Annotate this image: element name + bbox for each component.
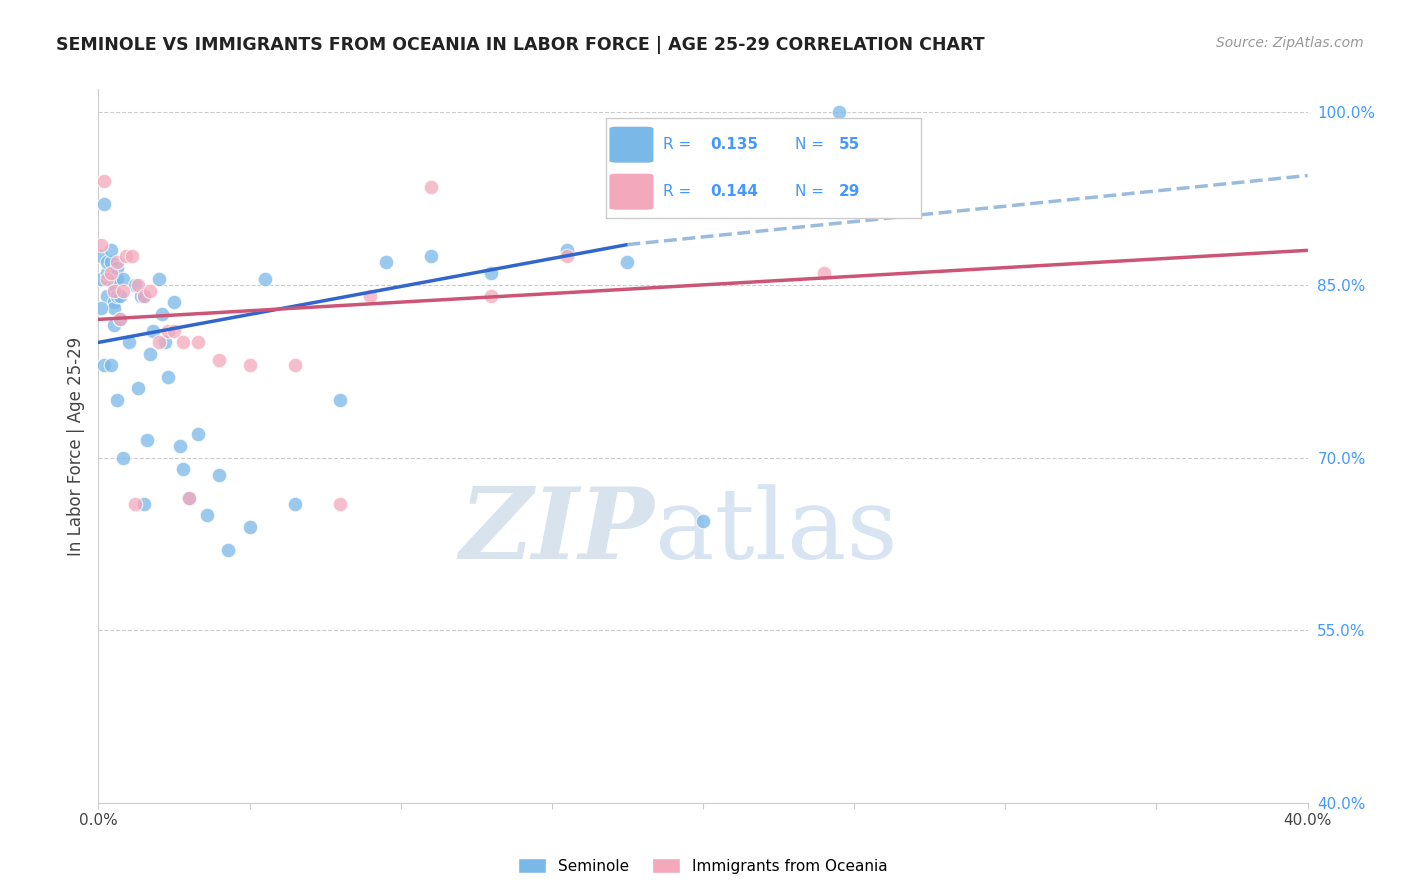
- Point: [121, 249, 143, 263]
- Point: [90, 249, 112, 263]
- Point: [100, 266, 122, 280]
- Point: [179, 491, 201, 505]
- Legend: Seminole, Immigrants from Oceania: Seminole, Immigrants from Oceania: [512, 852, 894, 880]
- Point: [179, 491, 201, 505]
- Point: [148, 335, 170, 350]
- Point: [105, 255, 128, 269]
- Point: [90, 301, 112, 315]
- Point: [692, 514, 714, 528]
- Point: [153, 335, 176, 350]
- Point: [239, 519, 262, 533]
- Point: [187, 335, 209, 350]
- Point: [156, 370, 179, 384]
- Point: [163, 324, 186, 338]
- Point: [481, 266, 503, 280]
- Point: [555, 249, 578, 263]
- Text: atlas: atlas: [655, 483, 897, 580]
- Point: [132, 289, 155, 303]
- Point: [108, 289, 131, 303]
- Point: [329, 497, 352, 511]
- Point: [172, 462, 194, 476]
- Point: [329, 392, 352, 407]
- Point: [374, 255, 396, 269]
- Point: [108, 312, 131, 326]
- Point: [129, 289, 152, 303]
- Point: [118, 335, 141, 350]
- Point: [93, 359, 115, 373]
- Point: [96, 289, 118, 303]
- Point: [103, 284, 125, 298]
- Point: [132, 289, 155, 303]
- Point: [124, 277, 146, 292]
- Point: [420, 249, 443, 263]
- Point: [169, 439, 191, 453]
- Point: [150, 307, 173, 321]
- Point: [616, 255, 638, 269]
- Point: [481, 289, 503, 303]
- Point: [105, 260, 128, 275]
- Point: [96, 272, 118, 286]
- Point: [96, 255, 118, 269]
- Point: [148, 272, 170, 286]
- Point: [172, 335, 194, 350]
- Point: [420, 180, 443, 194]
- Point: [90, 272, 112, 286]
- Point: [105, 289, 128, 303]
- Point: [108, 312, 131, 326]
- Point: [105, 272, 128, 286]
- Point: [217, 542, 239, 557]
- Point: [114, 249, 136, 263]
- Point: [142, 324, 165, 338]
- Point: [90, 237, 112, 252]
- Point: [360, 289, 382, 303]
- Point: [208, 467, 231, 482]
- Text: SEMINOLE VS IMMIGRANTS FROM OCEANIA IN LABOR FORCE | AGE 25-29 CORRELATION CHART: SEMINOLE VS IMMIGRANTS FROM OCEANIA IN L…: [56, 36, 984, 54]
- Point: [284, 359, 307, 373]
- Point: [100, 244, 122, 258]
- Point: [139, 284, 162, 298]
- Point: [124, 497, 146, 511]
- Point: [127, 277, 149, 292]
- Point: [103, 295, 125, 310]
- Point: [239, 359, 262, 373]
- Point: [555, 244, 578, 258]
- Text: ZIP: ZIP: [460, 483, 655, 580]
- Point: [139, 347, 162, 361]
- Point: [103, 318, 125, 333]
- Point: [111, 450, 134, 465]
- Point: [195, 508, 218, 522]
- Point: [828, 105, 851, 120]
- Point: [284, 497, 307, 511]
- Text: Source: ZipAtlas.com: Source: ZipAtlas.com: [1216, 36, 1364, 50]
- Point: [100, 255, 122, 269]
- Point: [96, 266, 118, 280]
- Point: [105, 392, 128, 407]
- Point: [100, 359, 122, 373]
- Point: [187, 427, 209, 442]
- Point: [103, 277, 125, 292]
- Point: [156, 324, 179, 338]
- Point: [208, 352, 231, 367]
- Point: [163, 295, 186, 310]
- Y-axis label: In Labor Force | Age 25-29: In Labor Force | Age 25-29: [66, 336, 84, 556]
- Point: [135, 434, 157, 448]
- Point: [103, 301, 125, 315]
- Point: [111, 284, 134, 298]
- Point: [93, 197, 115, 211]
- Point: [127, 381, 149, 395]
- Point: [253, 272, 276, 286]
- Point: [111, 272, 134, 286]
- Point: [93, 174, 115, 188]
- Point: [132, 497, 155, 511]
- Point: [813, 266, 835, 280]
